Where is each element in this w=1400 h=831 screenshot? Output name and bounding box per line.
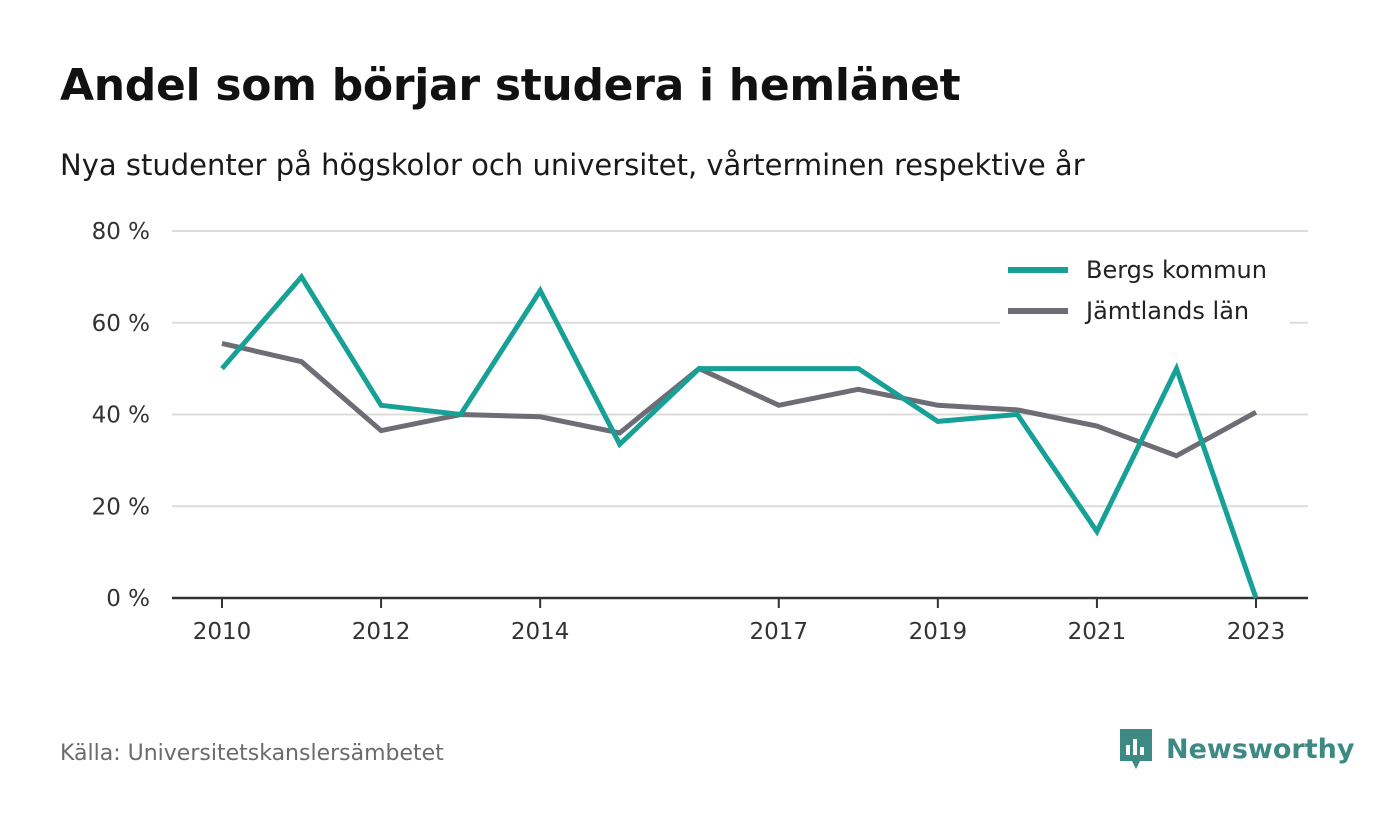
- x-tick-label: 2021: [1068, 619, 1127, 645]
- legend: Bergs kommun Jämtlands län: [1000, 245, 1290, 325]
- line-chart: 0 % 20 % 40 % 60 % 80 % 2010 2012 2014 2017 2019…: [92, 219, 1308, 645]
- chart-title: Andel som börjar studera i hemlänet: [60, 60, 961, 111]
- series-line: [220, 272, 1259, 599]
- y-tick-label: 20 %: [92, 494, 150, 520]
- x-tick-label: 2012: [352, 619, 411, 645]
- x-tick-label: 2010: [193, 619, 252, 645]
- legend-label: Bergs kommun: [1086, 256, 1267, 284]
- source-note: Källa: Universitetskanslersämbetet: [60, 741, 444, 766]
- series-lines: [220, 272, 1259, 599]
- brand-name: Newsworthy: [1166, 733, 1355, 765]
- y-tick-label: 0 %: [106, 586, 150, 612]
- series-line: [221, 340, 1258, 459]
- chart-subtitle: Nya studenter på högskolor och universit…: [60, 148, 1085, 182]
- x-tick-label: 2019: [909, 619, 968, 645]
- legend-label: Jämtlands län: [1084, 297, 1249, 325]
- x-tick-label: 2017: [749, 619, 808, 645]
- x-tick-label: 2014: [511, 619, 570, 645]
- brand-logo: Newsworthy: [1118, 727, 1354, 771]
- y-tick-label: 60 %: [92, 311, 150, 337]
- y-axis-ticks: 0 % 20 % 40 % 60 % 80 %: [92, 219, 150, 612]
- newsworthy-logo-icon: [1120, 729, 1152, 769]
- y-tick-label: 40 %: [92, 403, 150, 429]
- x-tick-label: 2023: [1227, 619, 1286, 645]
- x-axis-ticks: 2010 2012 2014 2017 2019 2021 2023: [193, 598, 1286, 645]
- y-tick-label: 80 %: [92, 219, 150, 245]
